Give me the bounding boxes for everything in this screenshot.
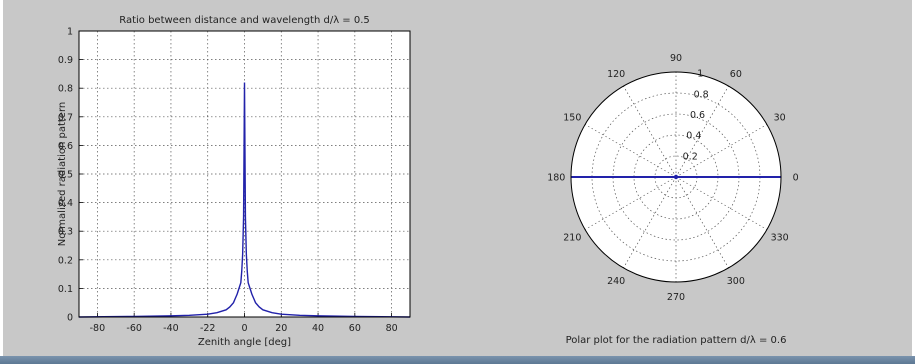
y-tick-label: 0.5	[58, 170, 73, 181]
x-tick-label: -22	[200, 323, 216, 334]
taskbar-strip	[0, 356, 915, 364]
polar-radius-label: 0.4	[686, 131, 701, 142]
y-tick-label: 0	[67, 313, 73, 324]
y-tick-label: 0.9	[58, 55, 73, 66]
left-tick-marks	[79, 30, 393, 318]
polar-angle-label: 240	[607, 276, 625, 287]
radiation-pattern-chart: -80 -60 -40 -22 0 20 40 60 80 0 0.1 0.2 0.3 0.4 0.5 0.…	[57, 15, 411, 348]
polar-angle-labels: 0 30 60 90 120 150 180 210 240 270 300 330	[547, 53, 798, 303]
y-tick-label: 0.1	[58, 284, 73, 295]
left-x-tick-labels: -80 -60 -40 -22 0 20 40 60 80	[90, 323, 398, 334]
x-tick-label: 80	[386, 323, 398, 334]
polar-radius-label: 1	[697, 69, 703, 80]
polar-angle-label: 30	[774, 113, 786, 124]
polar-angle-label: 150	[563, 113, 581, 124]
left-chart-title: Ratio between distance and wavelength d/…	[119, 15, 370, 26]
y-tick-label: 0.4	[58, 198, 73, 209]
left-axes-frame	[78, 30, 411, 318]
polar-spoke	[675, 124, 768, 178]
y-tick-label: 0.3	[58, 227, 73, 238]
figure-canvas: -80 -60 -40 -22 0 20 40 60 80 0 0.1 0.2 0.3 0.4 0.5 0.…	[57, 15, 799, 348]
polar-radius-label: 0.8	[694, 89, 709, 100]
polar-series	[571, 174, 781, 180]
polar-center-dot	[673, 174, 679, 180]
polar-angle-label: 0	[793, 173, 799, 184]
y-tick-label: 0.6	[58, 141, 73, 152]
polar-caption: Polar plot for the radiation pattern d/λ…	[566, 335, 787, 346]
x-axis-label: Zenith angle [deg]	[198, 337, 291, 348]
polar-angle-label: 270	[667, 292, 685, 303]
polar-angle-label: 330	[771, 232, 789, 243]
x-tick-label: -40	[163, 323, 179, 334]
y-tick-label: 1	[67, 27, 73, 38]
y-axis-label: Normalized radiation pattern	[57, 102, 68, 246]
polar-spoke	[675, 85, 729, 178]
polar-angle-label: 90	[670, 53, 682, 64]
left-series	[78, 82, 411, 318]
polar-radius-labels: 0.2 0.4 0.6 0.8 1	[683, 69, 709, 163]
polar-spoke	[623, 85, 677, 178]
radiation-pattern-line	[78, 82, 411, 318]
x-tick-label: -80	[90, 323, 106, 334]
polar-angle-label: 180	[547, 173, 565, 184]
polar-angle-label: 300	[727, 276, 745, 287]
polar-spoke	[675, 176, 768, 230]
figure-window: -80 -60 -40 -22 0 20 40 60 80 0 0.1 0.2 0.3 0.4 0.5 0.…	[3, 0, 912, 356]
y-tick-label: 0.7	[58, 112, 73, 123]
polar-angle-label: 210	[563, 232, 581, 243]
left-y-tick-labels: 0 0.1 0.2 0.3 0.4 0.5 0.6 0.7 0.8 0.9 1	[58, 27, 73, 324]
polar-angle-label: 60	[730, 69, 742, 80]
polar-radius-label: 0.2	[683, 151, 698, 162]
polar-angle-label: 120	[607, 69, 625, 80]
x-tick-label: 60	[349, 323, 361, 334]
x-tick-label: 0	[241, 323, 247, 334]
polar-spoke	[623, 176, 677, 269]
polar-spoke	[584, 124, 677, 178]
polar-radius-label: 0.6	[690, 110, 705, 121]
y-tick-label: 0.2	[58, 255, 73, 266]
polar-outer-ring	[570, 71, 782, 283]
x-tick-label: 40	[312, 323, 324, 334]
x-tick-label: -60	[126, 323, 142, 334]
polar-chart: 0.2 0.4 0.6 0.8 1 0 30 60 90 120 150 180 210 240 270 3…	[547, 53, 798, 346]
polar-spoke	[675, 176, 729, 269]
y-tick-label: 0.8	[58, 84, 73, 95]
polar-spoke	[584, 176, 677, 230]
x-tick-label: 20	[275, 323, 287, 334]
